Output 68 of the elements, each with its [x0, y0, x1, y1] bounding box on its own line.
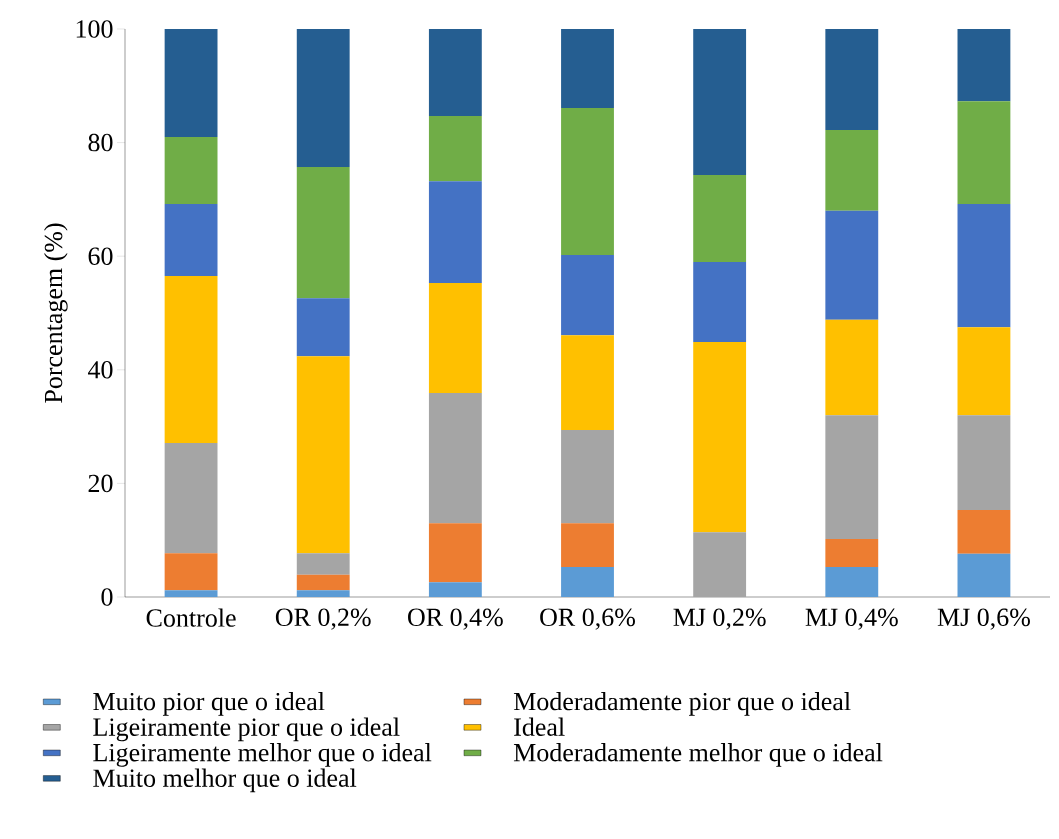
bar	[957, 327, 1011, 416]
x-tick-label: MJ 0,4%	[805, 608, 898, 630]
bar	[825, 539, 879, 567]
bar	[296, 167, 350, 299]
bar	[561, 566, 614, 597]
y-tick-label: 100	[76, 20, 113, 38]
bar	[428, 181, 482, 283]
bar	[693, 341, 747, 533]
bar	[561, 523, 614, 567]
legend-label: Ligeiramente pior que o ideal	[93, 717, 400, 742]
bar	[296, 574, 350, 591]
bar	[428, 115, 482, 182]
y-axis-title: Porcentagem (%)	[43, 223, 68, 403]
bar	[693, 532, 747, 597]
bar	[693, 28, 747, 175]
bar	[296, 356, 350, 554]
bar	[428, 282, 482, 394]
bar	[957, 101, 1011, 204]
bar	[693, 261, 747, 342]
x-tick-label: OR 0,4%	[408, 608, 503, 630]
y-tick-label: 80	[88, 133, 113, 152]
bar	[428, 523, 482, 583]
legend-label: Moderadamente melhor que o ideal	[513, 743, 883, 767]
bar	[164, 136, 218, 204]
x-tick-label: MJ 0,6%	[937, 608, 1030, 630]
bar	[825, 566, 879, 597]
bar	[561, 255, 614, 336]
bar	[164, 203, 218, 277]
bar	[825, 415, 879, 540]
bar	[957, 553, 1011, 597]
bar	[561, 107, 614, 256]
bar	[957, 28, 1011, 102]
bar	[561, 28, 614, 108]
y-tick-label: 0	[101, 588, 113, 606]
bar	[296, 28, 350, 168]
legend-label: Ligeiramente melhor que o ideal	[93, 743, 432, 767]
x-tick-label: OR 0,6%	[540, 608, 635, 630]
bar	[296, 298, 350, 357]
bar	[561, 430, 614, 524]
y-tick-label: 40	[87, 361, 113, 379]
bar	[164, 553, 218, 591]
bar	[164, 28, 218, 137]
bar	[296, 590, 350, 597]
x-tick-label: MJ 0,2%	[673, 608, 766, 630]
bar	[825, 130, 879, 211]
bar	[693, 174, 747, 262]
bar	[957, 510, 1011, 554]
bar	[561, 335, 614, 430]
y-tick-label: 60	[88, 247, 113, 265]
bar	[296, 553, 350, 575]
x-tick-label: OR 0,2%	[275, 608, 371, 630]
bar	[164, 590, 218, 597]
legend-label: Ideal	[514, 717, 565, 736]
bar	[428, 28, 482, 116]
y-tick-label: 20	[88, 474, 113, 493]
legend-label: Muito pior que o ideal	[93, 692, 325, 716]
legend-label: Moderadamente pior que o ideal	[513, 692, 851, 716]
bar	[428, 582, 482, 597]
legend-label: Muito melhor que o ideal	[93, 768, 357, 793]
bar	[825, 210, 879, 320]
bar	[428, 393, 482, 524]
bar	[957, 415, 1011, 511]
bar	[957, 203, 1011, 328]
bar	[164, 443, 218, 554]
bar	[164, 276, 218, 444]
x-tick-label: Controle	[146, 608, 236, 627]
bar	[825, 28, 879, 131]
bar	[825, 319, 879, 416]
